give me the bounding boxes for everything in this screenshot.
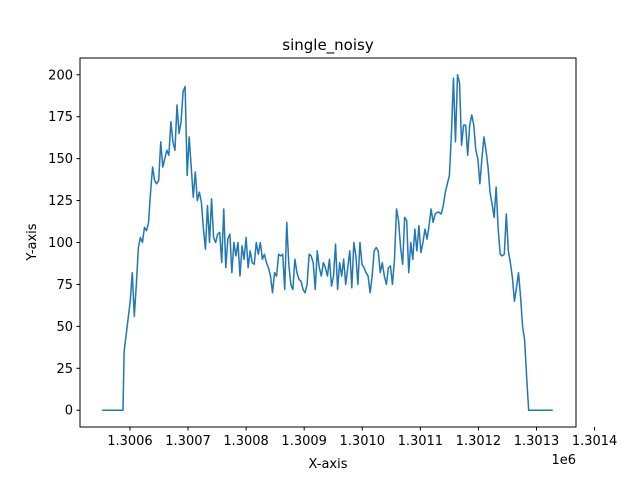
y-tick-label: 50: [56, 320, 73, 335]
y-tick-label: 0: [65, 404, 73, 419]
y-tick-label: 125: [48, 194, 73, 209]
x-tick-label: 1.3009: [281, 434, 327, 449]
x-tick-label: 1.3010: [340, 434, 386, 449]
y-tick-label: 150: [48, 152, 73, 167]
x-tick-label: 1.3007: [165, 434, 211, 449]
chart-title: single_noisy: [282, 36, 374, 55]
x-tick-label: 1.3011: [398, 434, 444, 449]
y-tick-label: 175: [48, 110, 73, 125]
plot-frame: [79, 57, 577, 428]
x-offset-label: 1e6: [551, 453, 576, 468]
x-tick-label: 1.3013: [514, 434, 560, 449]
x-tick-label: 1.3008: [223, 434, 269, 449]
data-line: [102, 74, 553, 411]
y-tick-label: 200: [48, 68, 73, 83]
y-tick-label: 25: [56, 362, 73, 377]
y-tick-label: 100: [48, 236, 73, 251]
x-tick-label: 1.3012: [456, 434, 502, 449]
y-tick-label: 75: [56, 278, 73, 293]
x-tick-label: 1.3006: [107, 434, 153, 449]
x-tick-label: 1.3014: [572, 434, 618, 449]
x-axis-label: X-axis: [309, 457, 348, 472]
y-axis-label: Y-axis: [25, 223, 40, 261]
